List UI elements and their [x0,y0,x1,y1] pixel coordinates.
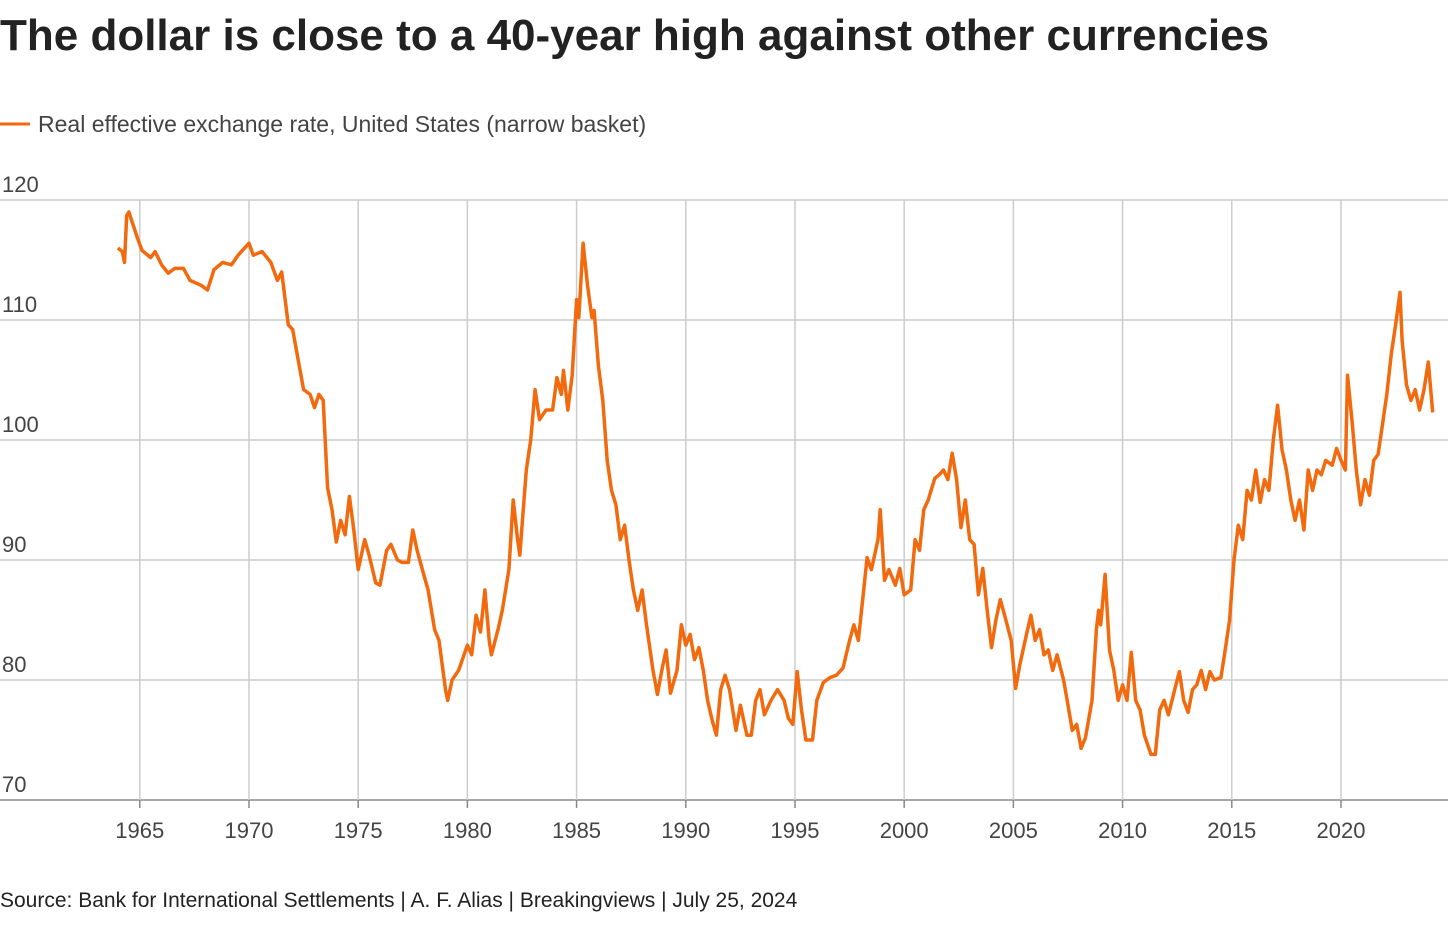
y-tick-label: 100 [2,412,39,437]
x-tick-label: 1970 [225,818,274,843]
x-tick-label: 1985 [552,818,601,843]
x-tick-label: 1980 [443,818,492,843]
x-tick-label: 2010 [1098,818,1147,843]
legend-label: Real effective exchange rate, United Sta… [38,111,646,137]
source: Source: Bank for International Settlemen… [0,889,798,912]
data-line [116,210,1435,757]
x-tick-label: 1965 [115,818,164,843]
x-tick-label: 2005 [989,818,1038,843]
x-tick-label: 1995 [771,818,820,843]
y-tick-label: 120 [2,172,39,197]
x-tick-label: 2000 [880,818,929,843]
x-tick-label: 2015 [1207,818,1256,843]
y-tick-label: 90 [2,532,26,557]
chart-title: The dollar is close to a 40-year high ag… [0,11,1269,60]
y-tick-label: 80 [2,652,26,677]
x-tick-label: 2020 [1317,818,1366,843]
y-tick-label: 110 [2,292,37,317]
y-tick-label: 70 [2,772,26,797]
x-tick-label: 1990 [661,818,710,843]
x-tick-label: 1975 [334,818,383,843]
